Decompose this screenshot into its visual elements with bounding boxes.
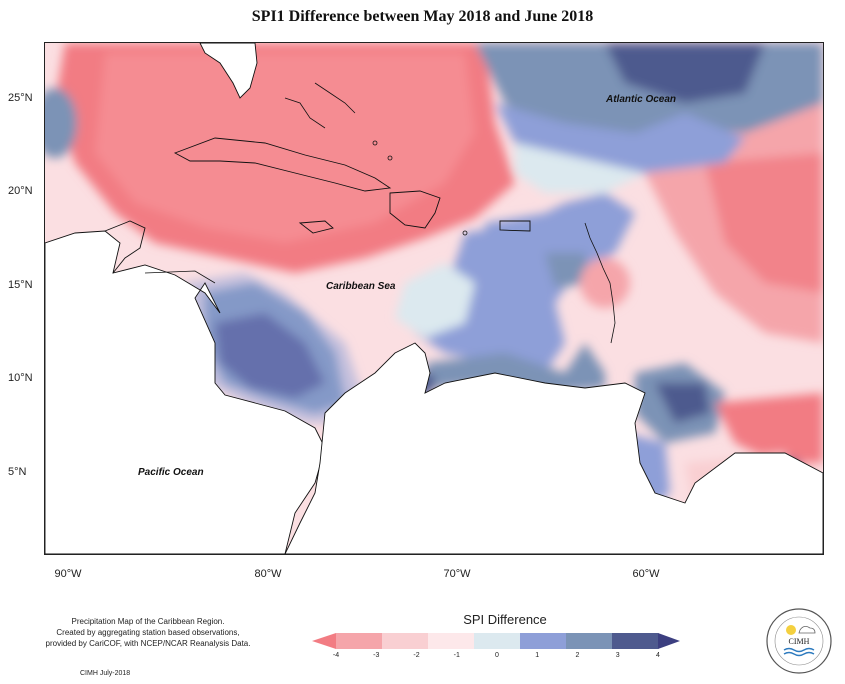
- lat-tick-15: 15°N: [8, 279, 33, 291]
- legend-title: SPI Difference: [463, 612, 547, 627]
- cimh-logo: CIMH: [766, 608, 832, 674]
- legend-cell: [382, 633, 429, 649]
- credit-date: CIMH July-2018: [80, 670, 131, 677]
- legend-cell: [428, 633, 475, 649]
- legend-tick-label: 1: [535, 652, 540, 659]
- legend-tick-label: -4: [332, 652, 340, 659]
- legend-tick-label: -3: [373, 652, 380, 659]
- legend-tick-label: 2: [575, 652, 580, 659]
- label-caribbean-sea: Caribbean Sea: [326, 281, 396, 292]
- lat-tick-10: 10°N: [8, 372, 33, 384]
- credit-line-2: Created by aggregating station based obs…: [56, 628, 240, 637]
- legend-tick-label: -2: [413, 652, 420, 659]
- wave-icon: [783, 647, 815, 653]
- legend-tick-label: 4: [656, 652, 660, 659]
- lat-tick-20: 20°N: [8, 185, 33, 197]
- spi-map: [45, 43, 823, 554]
- legend-cell: [474, 633, 521, 649]
- legend-cells: [336, 633, 659, 649]
- legend-cell: [566, 633, 613, 649]
- credit-line-1: Precipitation Map of the Caribbean Regio…: [71, 617, 225, 626]
- legend-arrow-right: [658, 633, 680, 649]
- cloud-icon: [798, 626, 816, 634]
- label-atlantic-ocean: Atlantic Ocean: [606, 94, 677, 105]
- legend-cell: [520, 633, 567, 649]
- islands: [144, 82, 616, 344]
- legend-tick-label: 0: [495, 652, 499, 659]
- legend-tick-label: 3: [615, 652, 620, 659]
- legend-cell: [336, 633, 383, 649]
- label-pacific-ocean: Pacific Ocean: [138, 467, 204, 478]
- lat-tick-5: 5°N: [8, 466, 27, 478]
- lon-tick-70: 70°W: [443, 568, 471, 580]
- map-title: SPI1 Difference between May 2018 and Jun…: [251, 8, 594, 25]
- map-area: [44, 42, 824, 555]
- legend-tick-label: -1: [453, 652, 460, 659]
- lat-tick-25: 25°N: [8, 92, 33, 104]
- sun-icon: [786, 625, 796, 635]
- lon-tick-90: 90°W: [54, 568, 82, 580]
- lon-tick-60: 60°W: [632, 568, 660, 580]
- lon-tick-80: 80°W: [254, 568, 282, 580]
- logo-text: CIMH: [789, 637, 810, 646]
- legend-arrow-left: [312, 633, 336, 649]
- land: [45, 43, 823, 554]
- credit-line-3: provided by CariCOF, with NCEP/NCAR Rean…: [45, 639, 251, 648]
- legend-cell: [612, 633, 659, 649]
- map-credit: Precipitation Map of the Caribbean Regio…: [8, 616, 288, 649]
- legend-colorbar: [312, 633, 680, 649]
